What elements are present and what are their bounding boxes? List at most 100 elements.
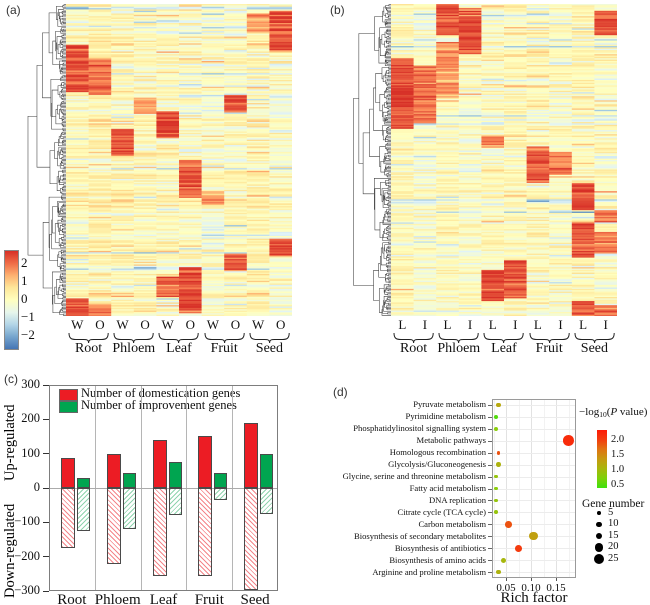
pathway-tick-mark [488, 536, 492, 538]
heatmap-a-sample-label: O [275, 317, 286, 332]
y-tick-label: −300 [14, 583, 40, 597]
colorbar-tick-label: 2 [21, 255, 28, 270]
x-tick-mark [506, 578, 507, 581]
category-label: Seed [240, 592, 270, 605]
y-tick-label: 300 [21, 377, 40, 391]
gene-number-label: 10 [608, 518, 619, 529]
heatmap-b-sample-label: I [422, 317, 428, 332]
y-tick-label: −200 [14, 548, 40, 563]
grid-h [493, 488, 575, 490]
colorbar-tick-label: 0 [21, 291, 28, 306]
heatmap-a-sample-label: W [251, 317, 265, 332]
heatmap-b-sample-label: I [558, 317, 563, 332]
pathway-label: Pyrimidine metabolism [405, 411, 486, 422]
grid-h [493, 404, 575, 406]
heatmap-b-group-label: Phloem [437, 341, 481, 356]
pathway-tick-mark [488, 452, 492, 454]
grid-h [493, 428, 575, 430]
legend-swatch-domestication [59, 389, 78, 401]
gene-number-label: 15 [608, 529, 619, 541]
colorbar-tick-label: 1 [21, 273, 28, 288]
heatmap-colorbar [4, 250, 19, 350]
bar-down-domestication [152, 488, 167, 576]
pathway-tick-mark [488, 488, 492, 490]
heatmap-b-group-label: Leaf [491, 341, 517, 356]
legend-label-improvement: Number of improvement genes [81, 398, 237, 412]
pathway-label: Biosynthesis of secondary metabolites [354, 530, 486, 541]
pathway-dot [496, 402, 501, 408]
grid-h [493, 464, 575, 466]
y-tick-mark [43, 590, 49, 592]
bar-down-improvement [122, 488, 136, 530]
bar-down-domestication [244, 488, 259, 591]
pathway-label: Arginine and proline metabolism [372, 566, 486, 577]
bar-down-improvement [168, 488, 182, 515]
grid-h [493, 440, 575, 442]
pathway-tick-mark [488, 416, 492, 418]
pathway-label: Carbon metabolism [418, 518, 486, 529]
category-label: Fruit [194, 592, 224, 605]
heatmap-a-group-brace [68, 331, 109, 349]
pathway-dot [496, 450, 501, 455]
pathway-dot [496, 570, 501, 575]
y-tick-mark [43, 418, 49, 420]
x-tick-label: 0.10 [521, 582, 541, 594]
pathway-label: Biosynthesis of amino acids [389, 554, 486, 565]
heatmap-a-group-label: Leaf [166, 341, 192, 356]
grid-h [493, 524, 575, 526]
heatmap-b-group-label: Root [399, 341, 428, 356]
bar-down-improvement [260, 488, 274, 514]
pathway-label: Citrate cycle (TCA cycle) [397, 506, 486, 517]
panel-label-a: (a) [6, 3, 21, 17]
bar-up-improvement [77, 477, 90, 488]
bar-up-improvement [260, 453, 274, 488]
panel-label-c: (c) [4, 372, 18, 386]
y-tick-mark [43, 487, 49, 489]
legend-swatch-improvement [59, 401, 78, 413]
pathway-label: Homologous recombination [389, 447, 486, 458]
heatmap-b-group-brace [393, 331, 434, 349]
heatmap-b-sample-label: I [603, 317, 608, 332]
bar-down-improvement [77, 488, 90, 531]
gene-number-dot [594, 554, 604, 564]
heatmap-b-sample-label: L [579, 317, 588, 332]
bar-up-domestication [152, 439, 167, 488]
bar-up-improvement [168, 462, 182, 488]
pvalue-tick-label: 2.0 [611, 434, 625, 446]
pathway-tick-mark [488, 464, 492, 466]
heatmap-a [66, 4, 292, 316]
pathway-label: Glycolysis/Gluconeogenesis [388, 459, 486, 470]
y-tick-mark [43, 556, 49, 558]
heatmap-a-sample-label: O [140, 317, 150, 332]
pvalue-colorbar [597, 430, 607, 488]
pathway-label: Glycine, serine and threonine metabolism [342, 471, 486, 482]
y-tick-mark [43, 521, 49, 523]
size-legend-title: Gene number [582, 498, 645, 510]
grid-h [493, 416, 575, 418]
colorbar-tick-label: −2 [21, 327, 35, 342]
y-tick-mark [43, 384, 49, 386]
x-tick-mark [531, 578, 532, 581]
gene-number-dot [597, 511, 601, 515]
bar-up-domestication [106, 453, 121, 488]
gene-number-label: 20 [608, 541, 619, 552]
legend-label-domestication: Number of domestication genes [81, 386, 241, 400]
pathway-tick-mark [488, 524, 492, 526]
pathway-dot [496, 462, 501, 467]
pathway-dot [529, 532, 538, 541]
heatmap-a-sample-label: O [185, 317, 195, 332]
pathway-label: DNA replication [428, 494, 486, 505]
pathway-label: Metabolic pathways [416, 435, 486, 446]
gene-number-label: 25 [608, 552, 619, 564]
dendrogram-a [24, 4, 66, 316]
pvalue-tick-label: 1.5 [611, 449, 625, 461]
heatmap-a-group-brace [158, 331, 200, 349]
pathway-tick-mark [488, 560, 492, 562]
color-legend-title-pre: −log [579, 406, 600, 418]
pathway-dot [563, 435, 574, 447]
category-label: Root [57, 592, 87, 605]
grid-h [493, 548, 575, 550]
pathway-dot [515, 544, 522, 552]
pathway-dot [494, 498, 498, 503]
heatmap-a-sample-label: O [230, 317, 241, 332]
